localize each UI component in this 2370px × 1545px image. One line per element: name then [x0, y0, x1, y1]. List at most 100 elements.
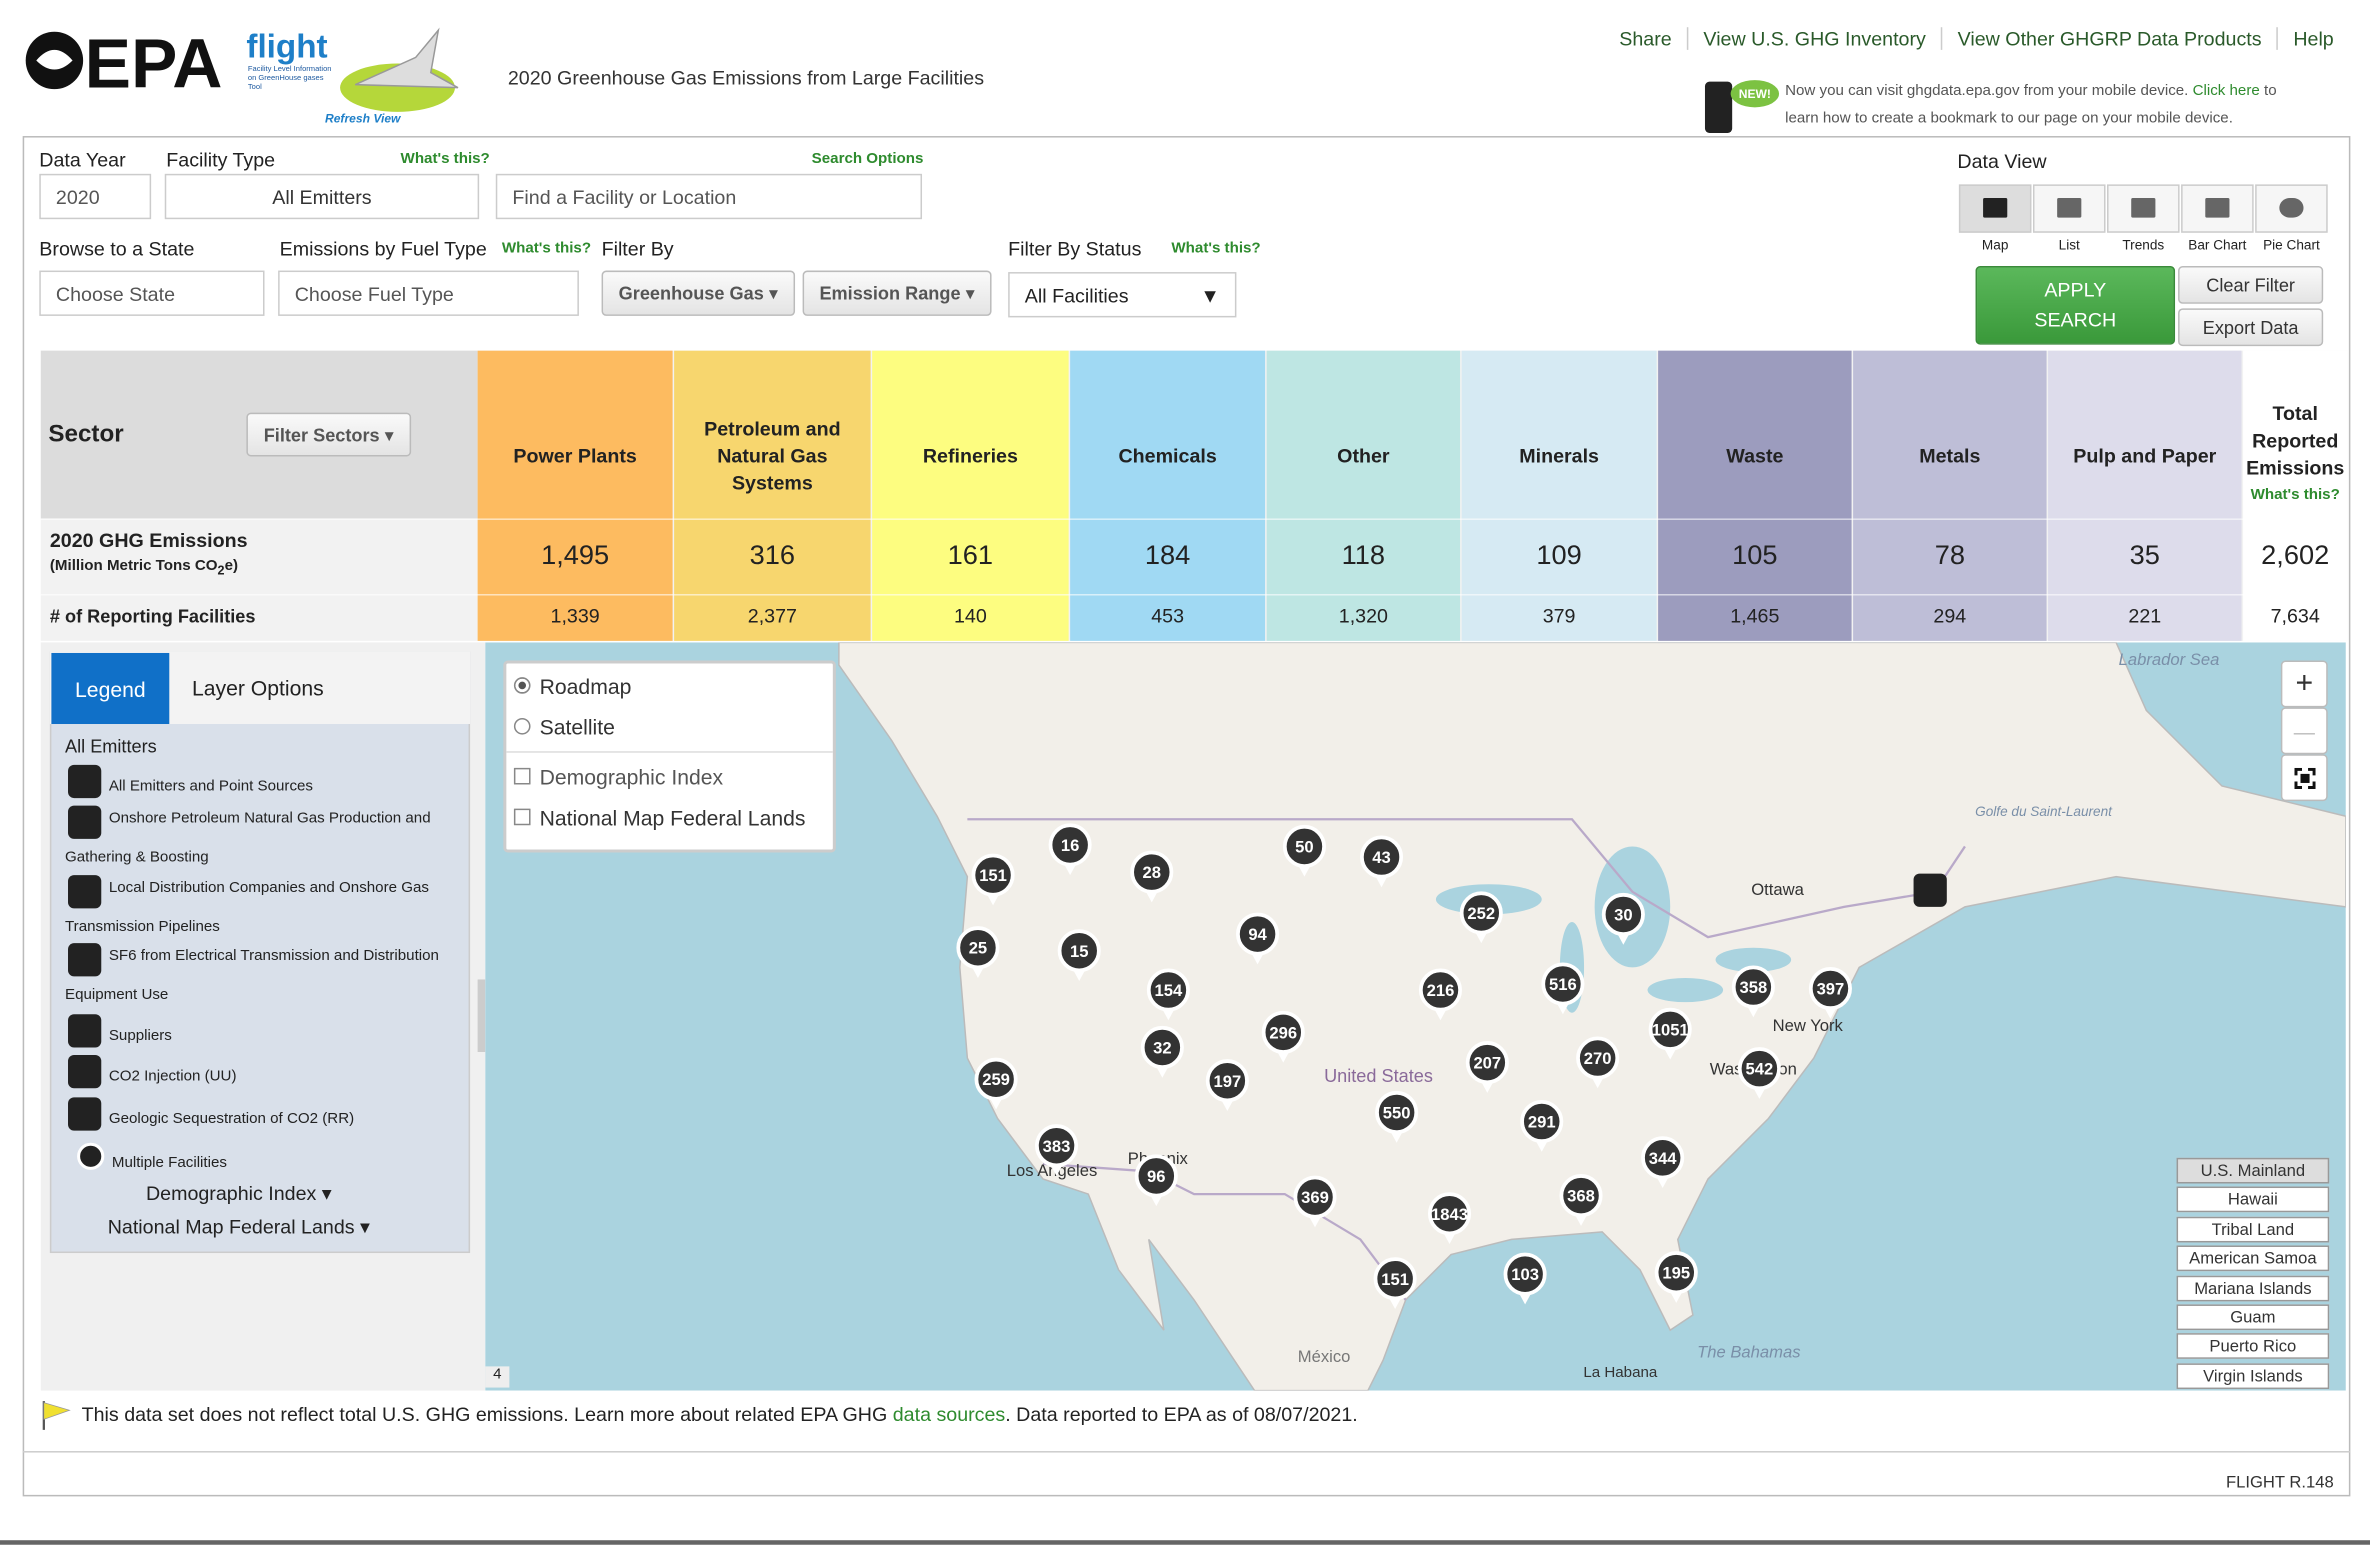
facility-cluster[interactable]: 32: [1140, 1025, 1184, 1078]
facility-cluster[interactable]: 103: [1503, 1252, 1547, 1305]
facility-cluster[interactable]: 369: [1293, 1175, 1337, 1228]
marker-circle: [1140, 1025, 1184, 1070]
region-button[interactable]: Guam: [2176, 1304, 2330, 1331]
notice-link[interactable]: data sources: [892, 1402, 1006, 1426]
facility-cluster[interactable]: 344: [1641, 1136, 1685, 1189]
facility-cluster[interactable]: 197: [1205, 1059, 1249, 1111]
facility-cluster[interactable]: 1843: [1427, 1192, 1472, 1244]
unit-subscript: 2: [217, 562, 225, 578]
search-input[interactable]: Find a Facility or Location: [495, 173, 923, 220]
facility-cluster[interactable]: 550: [1375, 1090, 1419, 1143]
nav-link[interactable]: View U.S. GHG Inventory: [1686, 27, 1941, 50]
region-button[interactable]: Tribal Land: [2176, 1216, 2330, 1243]
facility-cluster[interactable]: 28: [1130, 850, 1174, 903]
facility-cluster[interactable]: 154: [1146, 968, 1190, 1021]
view-button[interactable]: [1958, 184, 2032, 233]
help-link[interactable]: What's this?: [501, 240, 592, 257]
zoom-out[interactable]: —: [2280, 707, 2328, 755]
facility-cluster[interactable]: 516: [1541, 962, 1585, 1015]
layer-option[interactable]: Demographic Index: [539, 764, 724, 790]
radio[interactable]: [513, 717, 531, 735]
fuel-select[interactable]: Choose Fuel Type: [278, 270, 579, 316]
mobile-link[interactable]: Click here: [2192, 83, 2260, 100]
placeholder: Find a Facility or Location: [512, 185, 737, 208]
nav-link[interactable]: View Other GHGRP Data Products: [1940, 27, 2277, 50]
place-label: La Habana: [1583, 1364, 1658, 1381]
checkbox[interactable]: [513, 767, 531, 785]
range-filter[interactable]: Emission Range ▾: [802, 270, 992, 316]
sector-column: [1266, 350, 1461, 641]
facility-cluster[interactable]: 96: [1134, 1154, 1178, 1207]
layer-option[interactable]: Satellite: [539, 714, 615, 740]
layer-option[interactable]: National Map Federal Lands: [539, 805, 806, 830]
legend-tab[interactable]: Legend: [51, 652, 170, 725]
facility-cluster[interactable]: 1051: [1648, 1007, 1692, 1060]
splitter[interactable]: [477, 979, 486, 1053]
refresh-view[interactable]: Refresh View: [324, 111, 401, 126]
facility-cluster[interactable]: 252: [1459, 891, 1503, 944]
facility-cluster[interactable]: 291: [1520, 1099, 1564, 1152]
region-button[interactable]: U.S. Mainland: [2176, 1157, 2330, 1184]
search-options[interactable]: Search Options: [811, 151, 924, 168]
facility-cluster[interactable]: 296: [1261, 1010, 1305, 1063]
help-link[interactable]: What's this?: [2250, 486, 2340, 504]
facility-cluster[interactable]: 43: [1359, 835, 1404, 888]
marker-circle: [1465, 1041, 1509, 1085]
facility-cluster[interactable]: 207: [1465, 1041, 1509, 1093]
checkbox[interactable]: [513, 808, 531, 826]
facility-cluster[interactable]: 259: [974, 1057, 1018, 1110]
facility-cluster[interactable]: 50: [1282, 824, 1326, 877]
year-select[interactable]: 2020: [39, 173, 152, 220]
view-button[interactable]: [2107, 184, 2180, 233]
apply-search[interactable]: APPLY SEARCH: [1975, 266, 2176, 345]
region-button[interactable]: Puerto Rico: [2176, 1333, 2330, 1360]
facility-cluster[interactable]: 25: [956, 926, 1000, 978]
region-button[interactable]: Mariana Islands: [2176, 1275, 2330, 1301]
facility-cluster[interactable]: 15: [1057, 929, 1101, 981]
marker-circle: [971, 853, 1015, 897]
nav-link[interactable]: Help: [2276, 27, 2349, 50]
sector-name: Power Plants: [513, 444, 637, 468]
button-text: APPLY SEARCH: [2034, 278, 2117, 332]
zoom-in[interactable]: +: [2280, 660, 2328, 708]
ghg-filter[interactable]: Greenhouse Gas ▾: [601, 270, 796, 316]
filter-sectors[interactable]: Filter Sectors ▾: [246, 412, 412, 457]
view-button[interactable]: [2255, 184, 2328, 233]
facility-cluster[interactable]: 151: [1373, 1257, 1417, 1309]
radio[interactable]: [513, 677, 531, 694]
facility-cluster[interactable]: 368: [1559, 1174, 1603, 1226]
facility-cluster[interactable]: 270: [1576, 1036, 1620, 1089]
region-button[interactable]: Virgin Islands: [2176, 1363, 2330, 1389]
facility-cluster[interactable]: 94: [1236, 912, 1280, 965]
region-button[interactable]: American Samoa: [2176, 1245, 2330, 1272]
facility-cluster[interactable]: 397: [1808, 966, 1852, 1019]
legend-item: All Emitters and Point Sources: [108, 778, 313, 796]
legend-layer[interactable]: National Map Federal Lands ▾: [107, 1215, 370, 1238]
layer-tab[interactable]: Layer Options: [191, 675, 324, 700]
sector-emissions: 1,495: [541, 539, 610, 570]
view-button[interactable]: [2181, 184, 2254, 233]
state-select[interactable]: Choose State: [39, 270, 265, 316]
facility-cluster[interactable]: 542: [1737, 1047, 1781, 1099]
status-select[interactable]: All Facilities ▼: [1008, 272, 1237, 318]
layer-option[interactable]: Roadmap: [539, 674, 632, 699]
help-link[interactable]: What's this?: [1171, 240, 1261, 257]
facility-cluster[interactable]: 383: [1034, 1124, 1079, 1176]
nav-link[interactable]: Share: [1619, 27, 1672, 50]
facility-cluster[interactable]: 195: [1654, 1251, 1698, 1303]
facility-cluster[interactable]: 358: [1731, 965, 1775, 1018]
facility-cluster[interactable]: 151: [971, 853, 1015, 906]
facility-select[interactable]: All Emitters: [164, 173, 480, 220]
region-button[interactable]: Hawaii: [2176, 1187, 2330, 1213]
fullscreen[interactable]: [2280, 754, 2328, 802]
legend-layer[interactable]: Demographic Index ▾: [145, 1181, 332, 1205]
facility-cluster[interactable]: 216: [1418, 968, 1462, 1021]
view-button[interactable]: [2032, 184, 2106, 233]
marker-label: 25: [969, 939, 987, 958]
help-link[interactable]: What's this?: [400, 151, 490, 168]
clear-filter[interactable]: Clear Filter: [2178, 266, 2324, 304]
marker-label: 96: [1147, 1167, 1165, 1186]
export-data[interactable]: Export Data: [2178, 308, 2324, 347]
facility-cluster[interactable]: 16: [1048, 823, 1092, 876]
facility-cluster[interactable]: 30: [1601, 892, 1645, 945]
